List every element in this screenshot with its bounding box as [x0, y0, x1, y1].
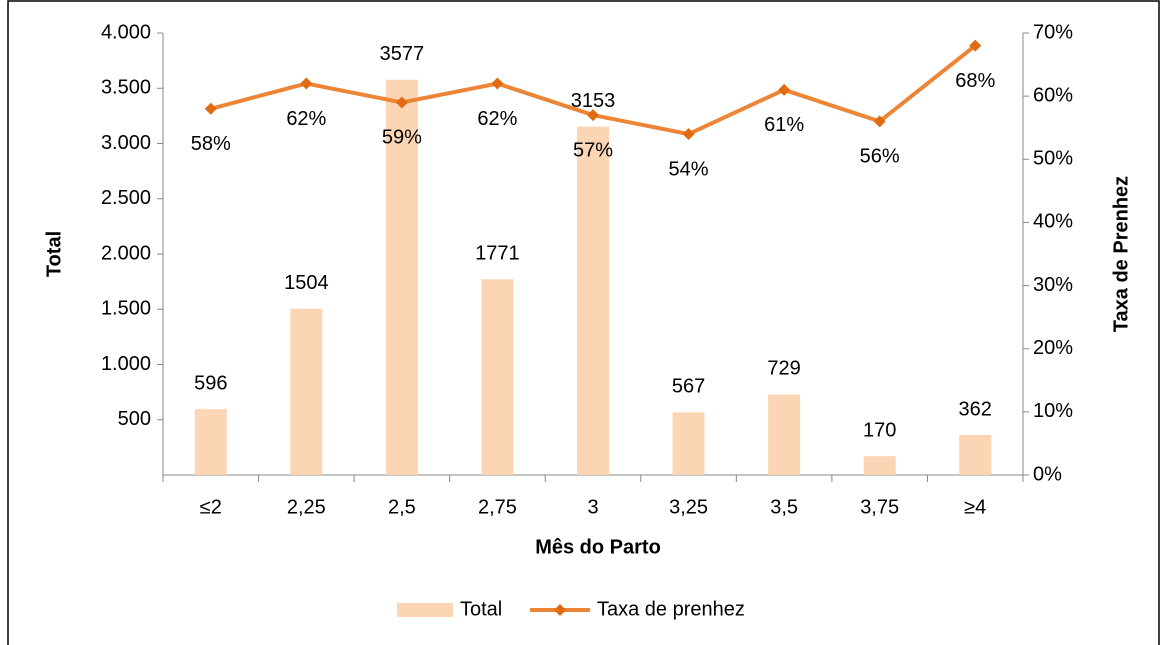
y-tick-label: 1.500 [101, 298, 151, 320]
y2-tick-label: 30% [1033, 274, 1073, 296]
y-axis-title: Total [43, 231, 65, 277]
x-axis-title: Mês do Parto [535, 536, 661, 558]
bar [863, 456, 896, 475]
y-tick-label: 500 [118, 408, 151, 430]
bar-label: 362 [959, 398, 992, 420]
marker [778, 83, 791, 96]
x-tick-label: 2,75 [478, 496, 517, 518]
y-tick-label: 1.000 [101, 353, 151, 375]
marker [969, 39, 982, 52]
bar [194, 409, 227, 475]
bar [577, 126, 609, 475]
y2-tick-label: 40% [1033, 211, 1073, 233]
line-label: 56% [860, 146, 900, 168]
bar-label: 1771 [475, 243, 520, 265]
y-tick-label: 2.000 [101, 242, 151, 264]
marker [587, 109, 599, 122]
bar [672, 412, 705, 475]
x-tick-label: 2,25 [287, 496, 326, 518]
x-tick-label: 3,25 [669, 496, 708, 518]
y2-tick-label: 70% [1033, 21, 1073, 43]
bar-label: 596 [194, 372, 227, 394]
y-tick-label: 4.000 [101, 21, 151, 43]
y2-tick-label: 20% [1033, 337, 1073, 359]
line-label: 59% [382, 127, 422, 149]
x-tick-label: ≥4 [964, 496, 986, 518]
line-label: 68% [955, 70, 995, 92]
marker [395, 96, 408, 109]
y2-tick-label: 60% [1033, 84, 1073, 106]
y2-tick-label: 0% [1033, 463, 1062, 485]
y-tick-label: 3.500 [101, 77, 151, 99]
x-tick-label: ≤2 [200, 496, 222, 518]
line-label: 62% [477, 108, 517, 130]
legend-label: Total [460, 598, 502, 620]
bar [768, 394, 801, 475]
bar-label: 729 [767, 358, 800, 380]
legend-marker [554, 604, 566, 616]
bar-label: 3577 [380, 43, 425, 65]
bar [385, 79, 418, 475]
y2-axis-title: Taxa de Prenhez [1110, 176, 1132, 332]
bar-label: 567 [672, 376, 705, 398]
marker [204, 102, 217, 115]
bar [481, 279, 514, 475]
x-tick-label: 3 [587, 496, 598, 518]
line-label: 54% [669, 158, 709, 180]
x-tick-label: 3,75 [860, 496, 899, 518]
bar-label: 3153 [571, 90, 616, 112]
bar-label: 1504 [284, 272, 329, 294]
y2-tick-label: 50% [1033, 148, 1073, 170]
legend-label: Taxa de prenhez [597, 598, 745, 620]
x-tick-label: 3,5 [770, 496, 798, 518]
marker [682, 128, 695, 141]
legend-swatch [397, 603, 453, 617]
bar-label: 170 [863, 419, 896, 441]
chart-border [7, 0, 1160, 645]
y2-tick-label: 10% [1033, 400, 1073, 422]
bar [290, 308, 323, 475]
y-tick-label: 2.500 [101, 187, 151, 209]
marker [300, 77, 313, 90]
line-label: 57% [573, 139, 613, 161]
y-tick-label: 3.000 [101, 132, 151, 154]
line-label: 58% [191, 133, 231, 155]
x-tick-label: 2,5 [388, 496, 416, 518]
bar [959, 434, 992, 475]
marker [491, 77, 504, 90]
marker [873, 115, 886, 128]
line-label: 62% [286, 108, 326, 130]
line-label: 61% [764, 114, 804, 136]
